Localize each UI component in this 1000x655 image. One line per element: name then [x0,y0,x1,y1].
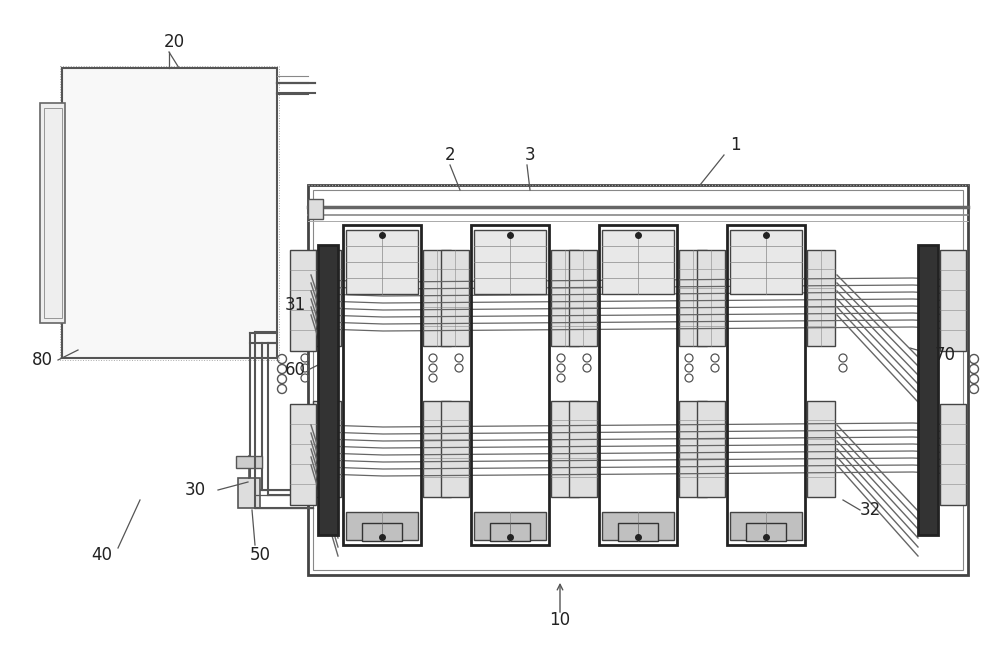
Bar [679,401,707,497]
Bar [918,245,938,535]
Bar [313,401,341,497]
Text: 50: 50 [250,546,270,564]
Bar [807,401,835,497]
Bar [599,225,677,545]
Bar [362,523,402,541]
Bar [343,225,421,545]
Bar [346,230,418,294]
Text: 60: 60 [285,361,306,379]
Bar [697,401,725,497]
Bar [490,523,530,541]
Text: 20: 20 [163,33,185,51]
Bar [290,404,316,505]
Text: 3: 3 [525,146,535,164]
Bar [441,401,469,497]
Bar [236,456,262,468]
Text: 30: 30 [184,481,206,499]
Text: 10: 10 [549,611,571,629]
Bar [313,250,341,346]
Text: 80: 80 [32,351,52,369]
Bar [318,245,338,535]
Bar [474,230,546,294]
Bar [471,225,549,545]
Bar [569,250,597,346]
Bar [807,250,835,346]
Bar [308,185,968,575]
Bar [423,250,451,346]
Bar [940,404,966,505]
Text: 40: 40 [92,546,112,564]
Bar [40,103,65,323]
Bar [44,108,62,318]
Bar [308,199,323,219]
Text: 2: 2 [445,146,455,164]
Bar [697,250,725,346]
Bar [551,401,579,497]
Bar [940,250,966,351]
Text: 1: 1 [730,136,740,154]
Bar [423,401,451,497]
Bar [618,523,658,541]
Bar [313,190,963,570]
Bar [602,512,674,540]
Bar [474,512,546,540]
Bar [746,523,786,541]
Text: 70: 70 [934,346,956,364]
Bar [730,512,802,540]
Bar [62,68,277,358]
Bar [679,250,707,346]
Bar [238,478,260,508]
Bar [569,401,597,497]
Bar [346,512,418,540]
Bar [727,225,805,545]
Bar [730,230,802,294]
Text: 31: 31 [284,296,306,314]
Text: 32: 32 [859,501,881,519]
Bar [602,230,674,294]
Bar [441,250,469,346]
Bar [551,250,579,346]
Bar [60,66,279,360]
Bar [290,250,316,351]
